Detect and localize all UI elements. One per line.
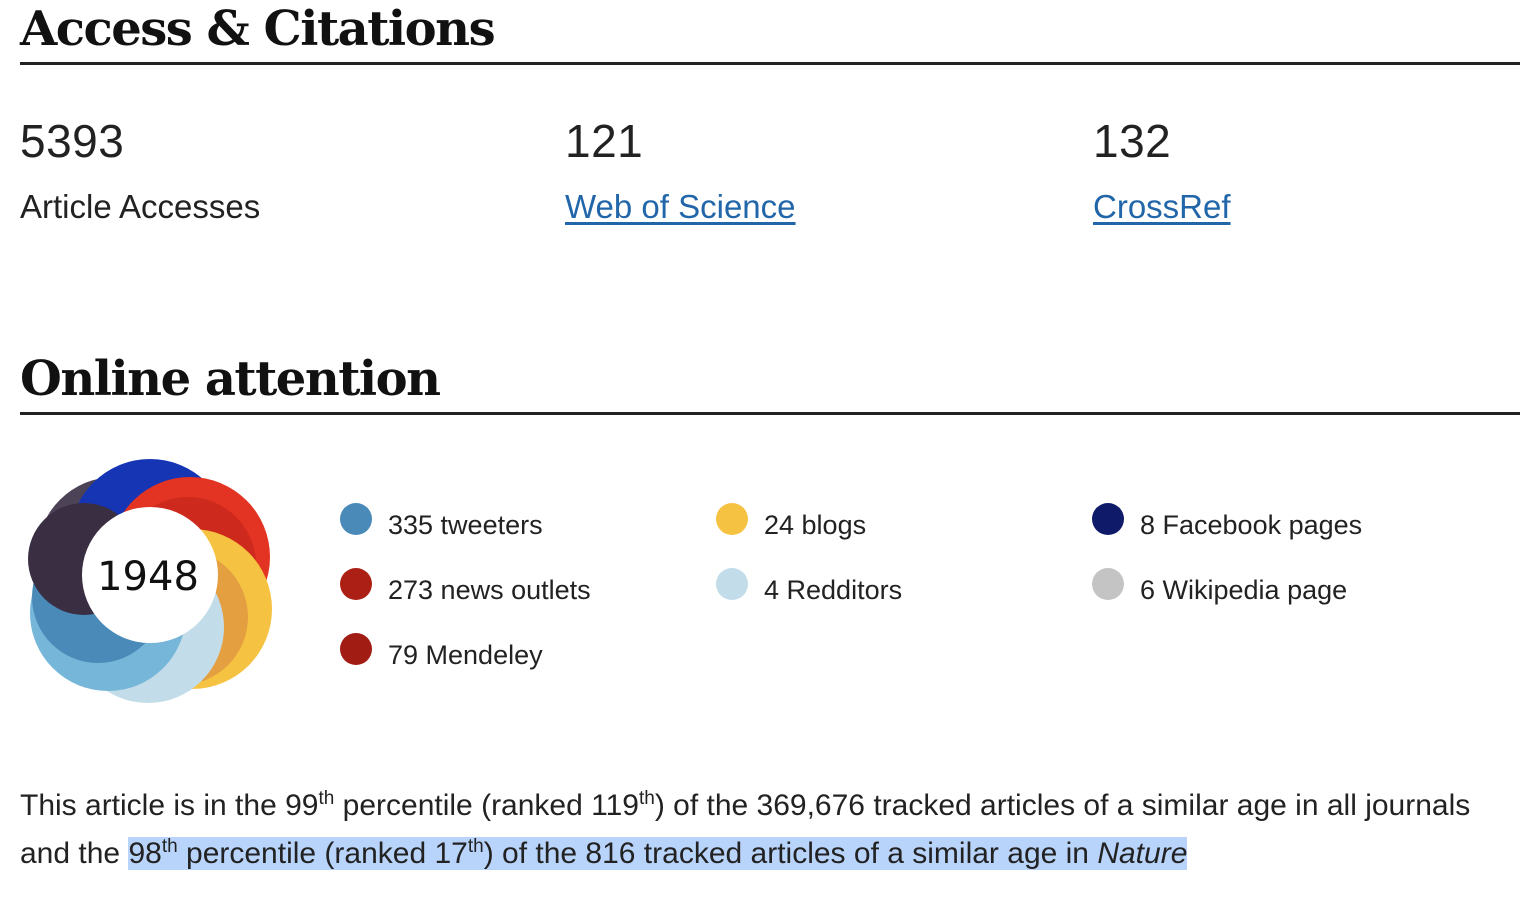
attention-score: 1948 [97, 554, 199, 600]
highlighted-selection: 98th percentile (ranked 17th) of the 816… [128, 836, 1188, 870]
percentile-part: percentile (ranked 119 [334, 789, 639, 822]
percentile-part: ) of the 816 tracked articles of a simil… [483, 837, 1098, 870]
legend-news-label: 273 news outlets [388, 574, 591, 605]
legend-news: 273 news outlets [340, 568, 591, 610]
tweeters-dot-icon [340, 503, 372, 535]
mendeley-dot-icon [340, 633, 372, 665]
metric-accesses: 5393 Article Accesses [20, 113, 260, 227]
legend-redditors-label: 4 Redditors [764, 574, 903, 605]
legend-redditors: 4 Redditors [716, 568, 903, 610]
accesses-label: Article Accesses [20, 188, 261, 225]
metric-crossref: 132 CrossRef [1093, 113, 1231, 227]
facebook-dot-icon [1092, 503, 1124, 535]
ordinal-suffix: th [467, 836, 484, 857]
legend-facebook-label: 8 Facebook pages [1140, 509, 1363, 540]
web-of-science-count: 121 [565, 115, 644, 167]
legend-mendeley-label: 79 Mendeley [388, 639, 543, 670]
legend-tweeters: 335 tweeters [340, 503, 543, 545]
altmetric-donut[interactable]: 1948 [20, 447, 280, 707]
attention-body: 1948 335 tweeters 273 news outlets 79 Me… [20, 415, 1520, 715]
access-citations-heading: Access & Citations [20, 0, 1520, 65]
blogs-dot-icon [716, 503, 748, 535]
percentile-part: 98 [128, 837, 162, 870]
percentile-part: ) of the 369,676 tracked articles of a s… [20, 789, 1471, 870]
reddit-dot-icon [716, 568, 748, 600]
crossref-link[interactable]: CrossRef [1093, 188, 1231, 225]
web-of-science-link[interactable]: Web of Science [565, 188, 796, 225]
percentile-part: This article is in the 99 [20, 789, 319, 822]
accesses-count: 5393 [20, 115, 125, 167]
online-attention-section: Online attention 1948 [20, 350, 1520, 715]
metrics-row: 5393 Article Accesses 121 Web of Science… [20, 65, 1520, 305]
ordinal-suffix: th [638, 788, 655, 809]
legend-wikipedia-label: 6 Wikipedia page [1140, 574, 1348, 605]
percentile-text: This article is in the 99th percentile (… [20, 782, 1500, 878]
ordinal-suffix: th [318, 788, 335, 809]
legend-wikipedia: 6 Wikipedia page [1092, 568, 1348, 610]
article-metrics: Access & Citations 5393 Article Accesses… [20, 0, 1520, 703]
percentile-part: percentile (ranked 17 [177, 837, 468, 870]
online-attention-heading: Online attention [20, 350, 1520, 415]
metric-web-of-science: 121 Web of Science [565, 113, 796, 227]
legend-facebook: 8 Facebook pages [1092, 503, 1363, 545]
legend-tweeters-label: 335 tweeters [388, 509, 543, 540]
crossref-count: 132 [1093, 115, 1172, 167]
legend-blogs: 24 blogs [716, 503, 867, 545]
legend-mendeley: 79 Mendeley [340, 633, 543, 675]
news-dot-icon [340, 568, 372, 600]
ordinal-suffix: th [161, 836, 178, 857]
wikipedia-dot-icon [1092, 568, 1124, 600]
donut-center [82, 507, 218, 643]
legend-blogs-label: 24 blogs [764, 509, 867, 540]
journal-name: Nature [1097, 837, 1188, 870]
